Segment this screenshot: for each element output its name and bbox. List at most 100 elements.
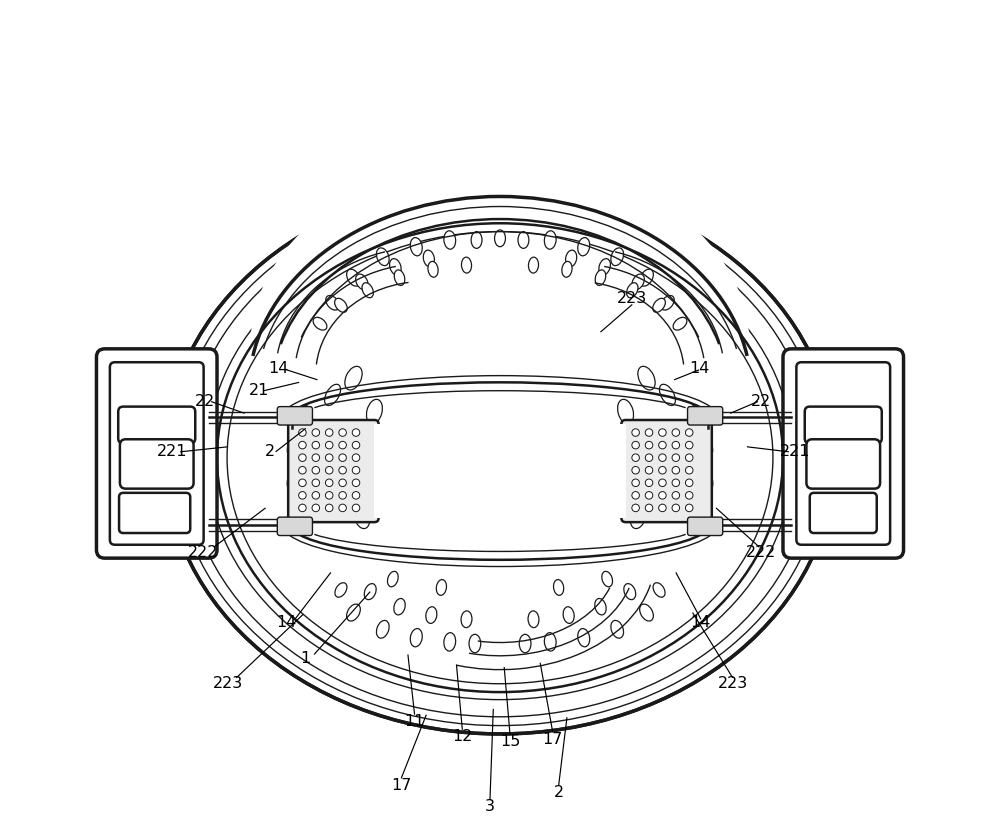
FancyBboxPatch shape <box>805 407 882 444</box>
Ellipse shape <box>519 634 531 653</box>
Circle shape <box>645 466 653 474</box>
Text: 17: 17 <box>543 732 563 748</box>
FancyBboxPatch shape <box>119 493 190 533</box>
Ellipse shape <box>376 621 389 638</box>
FancyBboxPatch shape <box>688 407 723 425</box>
Circle shape <box>645 504 653 512</box>
Text: 11: 11 <box>404 714 425 729</box>
Ellipse shape <box>632 274 644 290</box>
Ellipse shape <box>444 633 456 651</box>
Ellipse shape <box>375 435 390 460</box>
Circle shape <box>325 428 333 436</box>
Ellipse shape <box>347 604 360 621</box>
Circle shape <box>352 491 360 499</box>
Ellipse shape <box>578 238 590 256</box>
Ellipse shape <box>461 257 472 273</box>
Ellipse shape <box>461 611 472 627</box>
Circle shape <box>339 454 346 461</box>
Circle shape <box>659 428 666 436</box>
Ellipse shape <box>321 495 336 517</box>
Ellipse shape <box>610 435 625 460</box>
Circle shape <box>645 441 653 449</box>
Ellipse shape <box>356 274 368 290</box>
Circle shape <box>299 479 306 486</box>
FancyBboxPatch shape <box>118 407 195 444</box>
Circle shape <box>659 441 666 449</box>
Circle shape <box>312 466 320 474</box>
Ellipse shape <box>566 250 577 267</box>
Ellipse shape <box>602 571 613 587</box>
Circle shape <box>672 428 680 436</box>
Circle shape <box>632 466 639 474</box>
Ellipse shape <box>469 634 481 653</box>
Circle shape <box>672 466 680 474</box>
Text: 22: 22 <box>195 394 215 409</box>
Circle shape <box>645 428 653 436</box>
Ellipse shape <box>495 230 505 247</box>
Ellipse shape <box>362 283 373 297</box>
Ellipse shape <box>387 571 398 587</box>
Text: 223: 223 <box>617 291 647 306</box>
Ellipse shape <box>691 406 702 423</box>
Ellipse shape <box>554 580 564 596</box>
Circle shape <box>325 491 333 499</box>
Ellipse shape <box>423 250 434 267</box>
Circle shape <box>672 504 680 512</box>
Ellipse shape <box>653 583 665 597</box>
Circle shape <box>325 479 333 486</box>
Circle shape <box>325 466 333 474</box>
Ellipse shape <box>616 470 631 496</box>
Circle shape <box>685 454 693 461</box>
Ellipse shape <box>410 238 422 256</box>
Circle shape <box>299 504 306 512</box>
Ellipse shape <box>325 384 341 406</box>
Circle shape <box>339 441 346 449</box>
Ellipse shape <box>611 621 624 638</box>
Circle shape <box>659 491 666 499</box>
Ellipse shape <box>528 611 539 627</box>
Text: 222: 222 <box>746 545 776 559</box>
Circle shape <box>312 441 320 449</box>
Ellipse shape <box>251 159 749 531</box>
Circle shape <box>352 428 360 436</box>
Ellipse shape <box>702 476 713 495</box>
Ellipse shape <box>544 633 556 651</box>
Circle shape <box>299 428 306 436</box>
Ellipse shape <box>390 259 401 275</box>
Circle shape <box>632 479 639 486</box>
Ellipse shape <box>595 598 606 615</box>
Circle shape <box>659 466 666 474</box>
Text: 1: 1 <box>301 651 311 666</box>
FancyBboxPatch shape <box>621 420 712 522</box>
Text: 14: 14 <box>268 360 288 375</box>
Text: 221: 221 <box>157 444 187 459</box>
Circle shape <box>339 504 346 512</box>
FancyBboxPatch shape <box>96 349 217 558</box>
Ellipse shape <box>664 495 679 517</box>
Text: 21: 21 <box>249 383 269 398</box>
Circle shape <box>672 441 680 449</box>
Circle shape <box>645 479 653 486</box>
Text: 15: 15 <box>500 734 520 749</box>
Circle shape <box>645 454 653 461</box>
Ellipse shape <box>544 231 556 249</box>
Ellipse shape <box>326 296 339 310</box>
Circle shape <box>299 454 306 461</box>
Circle shape <box>352 504 360 512</box>
Circle shape <box>325 504 333 512</box>
Circle shape <box>352 479 360 486</box>
Circle shape <box>339 479 346 486</box>
Circle shape <box>339 466 346 474</box>
Circle shape <box>659 504 666 512</box>
Circle shape <box>632 454 639 461</box>
Circle shape <box>632 428 639 436</box>
Circle shape <box>325 441 333 449</box>
Circle shape <box>312 428 320 436</box>
FancyBboxPatch shape <box>688 517 723 536</box>
Ellipse shape <box>444 231 456 249</box>
Circle shape <box>685 428 693 436</box>
Circle shape <box>352 466 360 474</box>
Ellipse shape <box>165 181 835 734</box>
Ellipse shape <box>394 270 405 286</box>
Text: 17: 17 <box>391 779 411 793</box>
